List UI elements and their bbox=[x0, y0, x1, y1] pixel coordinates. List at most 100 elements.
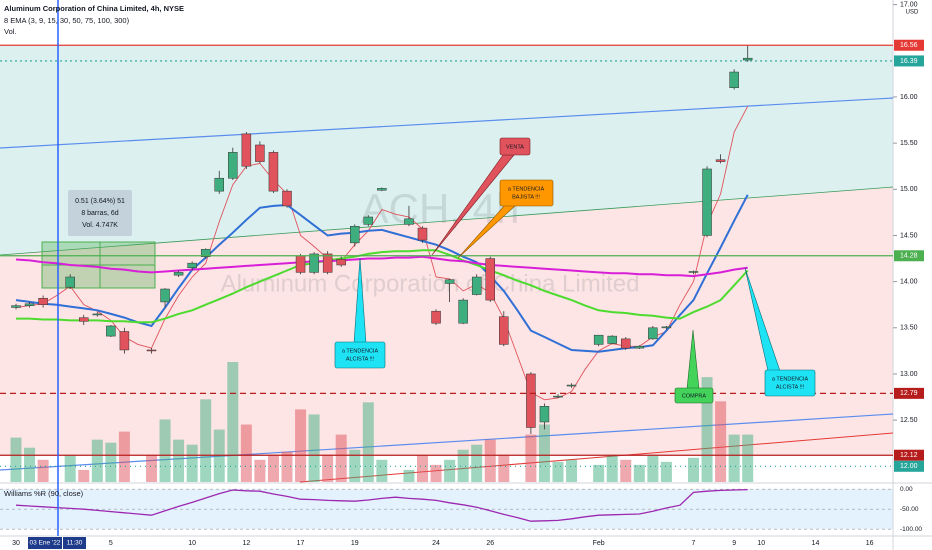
trend-line bbox=[0, 186, 894, 256]
price-level-label: 12.00 bbox=[900, 463, 918, 470]
price-level-tag bbox=[894, 55, 924, 67]
candle-body bbox=[295, 255, 306, 273]
candle-body bbox=[715, 159, 726, 162]
y-tick-label: 0.00 bbox=[900, 486, 913, 493]
candle-body bbox=[404, 218, 414, 225]
volume-bar bbox=[78, 469, 90, 482]
candle-body bbox=[119, 331, 130, 351]
y-tick-label: 14.00 bbox=[900, 278, 918, 285]
price-level-label: 16.56 bbox=[900, 42, 918, 49]
crosshair-time: 11:30 bbox=[67, 540, 83, 547]
candle-body bbox=[106, 325, 116, 337]
x-tick-label: 10 bbox=[188, 540, 196, 547]
y-tick-label: 12.50 bbox=[900, 417, 918, 424]
candle-body bbox=[539, 406, 550, 423]
candle-body bbox=[607, 335, 617, 344]
x-tick-label: 10 bbox=[757, 540, 765, 547]
volume-bar bbox=[308, 414, 320, 482]
candle-body bbox=[661, 326, 672, 329]
crosshair-date: 03 Ene '22 bbox=[30, 540, 61, 547]
candle-body bbox=[444, 279, 455, 284]
measure-text: 8 barras, 6d bbox=[81, 210, 118, 217]
volume-bar bbox=[295, 409, 307, 482]
y-tick-label: 15.50 bbox=[900, 140, 918, 147]
watermark: Aluminum Corporation of China Limited bbox=[221, 270, 640, 297]
y-tick-label: 13.50 bbox=[900, 325, 918, 332]
volume-bar bbox=[633, 464, 645, 482]
volume-bar bbox=[444, 459, 456, 482]
callout-text: ALCISTA !!! bbox=[346, 356, 375, 362]
volume-bar bbox=[200, 399, 212, 482]
price-level-label: 14.28 bbox=[900, 253, 918, 260]
volume-bar bbox=[457, 449, 469, 482]
x-tick-label: Feb bbox=[593, 540, 605, 547]
candle-body bbox=[11, 305, 21, 308]
volume-bar bbox=[620, 459, 632, 482]
candle-body bbox=[742, 57, 753, 61]
volume-bar bbox=[471, 444, 483, 482]
price-level-tag bbox=[894, 460, 924, 472]
candle-body bbox=[553, 395, 563, 398]
volume-bar bbox=[240, 424, 252, 482]
volume-bar bbox=[742, 434, 754, 482]
candle-body bbox=[485, 258, 495, 301]
volume-bar bbox=[538, 424, 550, 482]
volume-bar bbox=[362, 402, 374, 482]
candle-body bbox=[309, 253, 319, 273]
volume-bar bbox=[566, 459, 578, 482]
candle-body bbox=[729, 71, 739, 88]
volume-bar bbox=[10, 437, 22, 482]
price-level-tag bbox=[894, 449, 924, 461]
chart-title: Aluminum Corporation of China Limited, 4… bbox=[4, 4, 184, 13]
volume-bar bbox=[64, 454, 76, 482]
volume-bar bbox=[403, 469, 415, 482]
watermark: ACH, 4h bbox=[361, 185, 520, 232]
callout-text: COMPRA bbox=[682, 393, 706, 399]
volume-bar bbox=[24, 447, 36, 482]
candle-body bbox=[173, 272, 184, 276]
price-pane bbox=[0, 0, 893, 482]
candle-body bbox=[621, 338, 631, 349]
x-tick-label: 26 bbox=[486, 540, 494, 547]
candle-body bbox=[702, 168, 712, 236]
price-level-label: 12.79 bbox=[900, 390, 918, 397]
x-tick-label: 5 bbox=[109, 540, 113, 547]
measure-text: Vol. 4.747K bbox=[82, 222, 118, 229]
callout-text: a TENDENCIA bbox=[508, 186, 545, 192]
volume-bar bbox=[728, 434, 740, 482]
data-layer bbox=[0, 44, 893, 522]
callout-box bbox=[499, 137, 531, 156]
volume-bar bbox=[281, 451, 293, 482]
candle-body bbox=[65, 276, 75, 288]
candle-body bbox=[336, 259, 346, 266]
ema-line bbox=[15, 255, 748, 278]
candle-body bbox=[471, 276, 482, 295]
candle-body bbox=[499, 316, 509, 345]
x-tick-label: 14 bbox=[812, 540, 820, 547]
candle-body bbox=[431, 310, 441, 324]
williams-title: Williams %R (90, close) bbox=[4, 489, 84, 498]
candle-body bbox=[92, 313, 103, 316]
candle-body bbox=[24, 303, 35, 306]
volume-bar bbox=[118, 431, 130, 482]
x-tick-label: 12 bbox=[242, 540, 250, 547]
candle-body bbox=[593, 334, 604, 345]
price-level-tag bbox=[894, 39, 924, 51]
volume-bar bbox=[37, 459, 49, 482]
volume-bar bbox=[254, 459, 266, 482]
y-tick-label: 16.00 bbox=[900, 94, 918, 101]
volume-bar bbox=[349, 449, 361, 482]
candle-body bbox=[160, 288, 170, 303]
volume-bar bbox=[688, 457, 699, 482]
callout-text: a TENDENCIA bbox=[342, 348, 379, 354]
callout-box bbox=[764, 369, 816, 397]
price-level-tag bbox=[894, 387, 924, 399]
callout-box bbox=[674, 387, 714, 404]
volume-bar bbox=[552, 461, 564, 482]
candle-body bbox=[228, 152, 238, 179]
volume-bar bbox=[105, 442, 117, 482]
candle-body bbox=[268, 152, 279, 192]
measure-box bbox=[68, 190, 132, 236]
candle-body bbox=[322, 253, 333, 273]
